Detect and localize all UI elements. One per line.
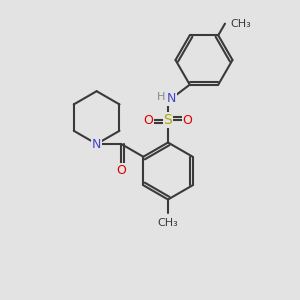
- Text: S: S: [164, 113, 172, 127]
- Text: O: O: [144, 113, 153, 127]
- Text: N: N: [92, 137, 101, 151]
- Text: N: N: [92, 137, 101, 151]
- Text: CH₃: CH₃: [158, 218, 178, 228]
- Text: N: N: [167, 92, 176, 105]
- Text: O: O: [183, 113, 192, 127]
- Text: H: H: [157, 92, 166, 102]
- Text: CH₃: CH₃: [230, 19, 251, 28]
- Text: O: O: [116, 164, 126, 177]
